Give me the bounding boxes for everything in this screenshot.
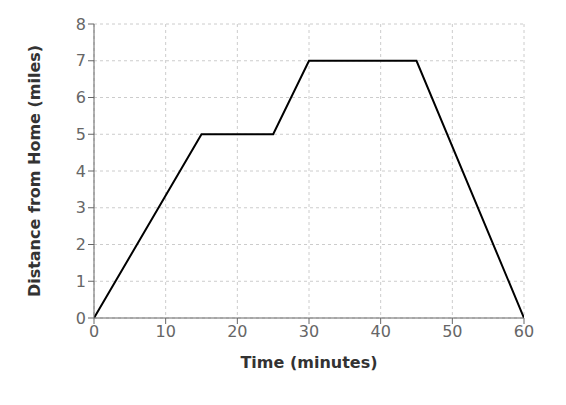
- svg-text:1: 1: [76, 272, 86, 291]
- svg-text:0: 0: [89, 322, 99, 341]
- svg-text:6: 6: [76, 88, 86, 107]
- svg-text:3: 3: [76, 198, 86, 217]
- svg-text:Distance from Home (miles): Distance from Home (miles): [25, 45, 44, 297]
- svg-text:60: 60: [514, 322, 534, 341]
- svg-text:40: 40: [370, 322, 390, 341]
- svg-text:2: 2: [76, 235, 86, 254]
- svg-text:8: 8: [76, 15, 86, 34]
- svg-text:20: 20: [227, 322, 247, 341]
- svg-text:10: 10: [155, 322, 175, 341]
- svg-text:50: 50: [442, 322, 462, 341]
- svg-text:Time (minutes): Time (minutes): [240, 353, 377, 372]
- svg-text:0: 0: [76, 309, 86, 328]
- svg-text:5: 5: [76, 125, 86, 144]
- svg-text:30: 30: [299, 322, 319, 341]
- svg-text:7: 7: [76, 51, 86, 70]
- svg-text:4: 4: [76, 162, 86, 181]
